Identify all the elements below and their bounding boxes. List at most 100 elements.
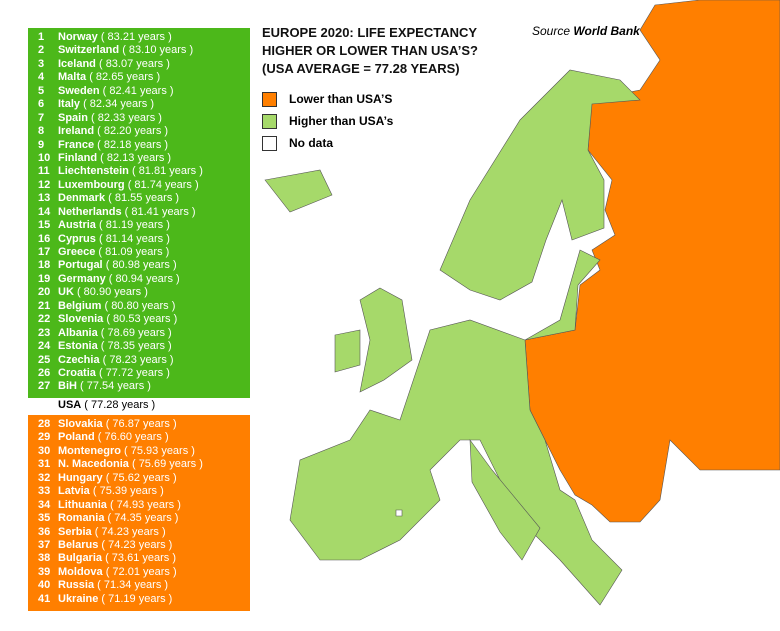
- rank: 28: [38, 418, 51, 430]
- list-row: 3 Iceland ( 83.07 years ): [28, 58, 250, 71]
- years: ( 77.28 years ): [84, 399, 156, 411]
- list-row: 35 Romania ( 74.35 years ): [28, 512, 250, 525]
- country: Croatia: [58, 366, 96, 379]
- list-row: 7 Spain ( 82.33 years ): [28, 112, 250, 125]
- list-row: 41 Ukraine ( 71.19 years ): [28, 593, 250, 606]
- legend: Lower than USA’S Higher than USA’s No data: [262, 88, 393, 154]
- list-row: 31 N. Macedonia ( 75.69 years ): [28, 458, 250, 471]
- years: ( 78.23 years ): [102, 353, 174, 366]
- rank: 12: [38, 178, 51, 191]
- years: ( 83.10 years ): [122, 44, 194, 57]
- rank: 19: [38, 272, 51, 285]
- rank: 4: [38, 71, 45, 84]
- years: ( 82.65 years ): [89, 71, 161, 84]
- years: ( 75.93 years ): [124, 444, 195, 457]
- list-row: 12 Luxembourg ( 81.74 years ): [28, 179, 250, 192]
- years: ( 78.69 years ): [100, 326, 172, 339]
- years: ( 80.94 years ): [108, 272, 180, 285]
- years: ( 82.33 years ): [91, 111, 162, 124]
- title-line: (USA AVERAGE = 77.28 YEARS): [262, 61, 460, 76]
- years: ( 71.34 years ): [97, 579, 169, 592]
- country: Slovakia: [58, 418, 103, 430]
- rank: 25: [38, 353, 51, 366]
- list-row: 13 Denmark ( 81.55 years ): [28, 192, 250, 205]
- list-row: 16 Cyprus ( 81.14 years ): [28, 233, 250, 246]
- list-row: 20 UK ( 80.90 years ): [28, 286, 250, 299]
- rank: 16: [38, 232, 51, 245]
- country: Belgium: [58, 299, 102, 312]
- list-row: 32 Hungary ( 75.62 years ): [28, 472, 250, 485]
- years: ( 71.19 years ): [101, 592, 173, 605]
- rank: 5: [38, 84, 45, 97]
- list-row: 9 France ( 82.18 years ): [28, 139, 250, 152]
- list-row: 26 Croatia ( 77.72 years ): [28, 367, 250, 380]
- years: ( 80.98 years ): [105, 259, 177, 272]
- rank: 13: [38, 192, 51, 205]
- rank: 10: [38, 151, 51, 164]
- rank: 36: [38, 525, 51, 538]
- list-row: 10 Finland ( 82.13 years ): [28, 152, 250, 165]
- list-row: 40 Russia ( 71.34 years ): [28, 579, 250, 592]
- rank: 26: [38, 366, 51, 379]
- years: ( 74.23 years ): [101, 538, 173, 551]
- list-row: 27 BiH ( 77.54 years ): [28, 380, 250, 393]
- years: ( 82.34 years ): [83, 98, 154, 111]
- years: ( 80.90 years ): [76, 286, 148, 299]
- rank: 1: [38, 31, 45, 43]
- years: ( 76.60 years ): [97, 431, 169, 444]
- lower-list: 28 Slovakia ( 76.87 years ) 29 Poland ( 76.…: [28, 415, 250, 611]
- list-row: 17 Greece ( 81.09 years ): [28, 246, 250, 259]
- country: Netherlands: [58, 205, 122, 218]
- legend-item: Higher than USA’s: [262, 110, 393, 132]
- legend-label: Lower than USA’S: [289, 92, 393, 106]
- years: ( 81.41 years ): [124, 205, 196, 218]
- years: ( 75.39 years ): [92, 485, 164, 498]
- years: ( 81.14 years ): [98, 232, 170, 245]
- country: Belarus: [58, 538, 99, 551]
- years: ( 73.61 years ): [105, 552, 176, 565]
- years: ( 83.21 years ): [100, 31, 172, 43]
- years: ( 83.07 years ): [98, 57, 170, 70]
- list-row: 1 Norway ( 83.21 years ): [28, 31, 250, 44]
- years: ( 72.01 years ): [105, 565, 177, 578]
- country: Hungary: [58, 471, 103, 484]
- list-row: 39 Moldova ( 72.01 years ): [28, 566, 250, 579]
- country: Montenegro: [58, 444, 121, 457]
- years: ( 78.35 years ): [100, 340, 172, 353]
- list-row: 30 Montenegro ( 75.93 years ): [28, 445, 250, 458]
- list-row: 6 Italy ( 82.34 years ): [28, 98, 250, 111]
- country: Poland: [58, 431, 95, 444]
- country: Slovenia: [58, 313, 104, 326]
- years: ( 81.55 years ): [108, 192, 180, 205]
- region-higher: [334, 329, 361, 373]
- rank: 14: [38, 205, 51, 218]
- source-name: World Bank: [573, 24, 640, 38]
- region-no-data: [395, 509, 403, 517]
- country: USA: [58, 399, 82, 411]
- list-row: 15 Austria ( 81.19 years ): [28, 219, 250, 232]
- legend-item: Lower than USA’S: [262, 88, 393, 110]
- rank: 30: [38, 444, 51, 457]
- country: Luxembourg: [58, 178, 125, 191]
- rank: 38: [38, 552, 51, 565]
- years: ( 80.53 years ): [106, 313, 178, 326]
- region-higher: [469, 439, 541, 561]
- list-row: 37 Belarus ( 74.23 years ): [28, 539, 250, 552]
- years: ( 82.13 years ): [100, 151, 172, 164]
- years: ( 77.54 years ): [80, 380, 151, 393]
- rank: 17: [38, 246, 51, 258]
- list-row: 2 Switzerland ( 83.10 years ): [28, 44, 250, 57]
- country: Cyprus: [58, 232, 96, 245]
- rank: 6: [38, 98, 45, 111]
- rank: 8: [38, 125, 45, 138]
- country: Malta: [58, 71, 87, 84]
- legend-label: No data: [289, 136, 334, 150]
- years: ( 76.87 years ): [105, 418, 177, 430]
- years: ( 81.81 years ): [131, 165, 203, 178]
- list-row: 34 Lithuania ( 74.93 years ): [28, 499, 250, 512]
- country: Albania: [58, 326, 98, 339]
- country: Romania: [58, 512, 105, 525]
- rank: 9: [38, 138, 45, 151]
- rank: 35: [38, 512, 51, 525]
- years: ( 80.80 years ): [104, 299, 176, 312]
